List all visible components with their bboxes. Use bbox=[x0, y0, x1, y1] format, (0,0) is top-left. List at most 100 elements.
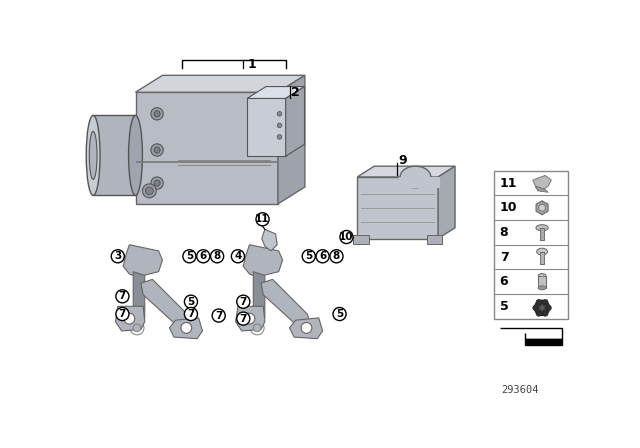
Text: 7: 7 bbox=[119, 291, 126, 302]
Circle shape bbox=[539, 204, 545, 211]
Bar bbox=[353, 235, 369, 244]
Text: 7: 7 bbox=[239, 314, 247, 323]
Circle shape bbox=[277, 134, 282, 139]
Text: 5: 5 bbox=[186, 251, 193, 261]
Bar bbox=[538, 276, 546, 288]
Circle shape bbox=[543, 311, 548, 316]
Ellipse shape bbox=[536, 225, 548, 231]
Circle shape bbox=[211, 250, 223, 263]
Polygon shape bbox=[285, 86, 305, 156]
Text: 1: 1 bbox=[247, 58, 256, 71]
Circle shape bbox=[145, 187, 153, 195]
Circle shape bbox=[143, 184, 156, 198]
Text: 6: 6 bbox=[500, 275, 508, 288]
Circle shape bbox=[256, 213, 269, 226]
Circle shape bbox=[546, 305, 551, 310]
Circle shape bbox=[316, 250, 329, 263]
Circle shape bbox=[543, 300, 548, 305]
Ellipse shape bbox=[90, 131, 97, 179]
Polygon shape bbox=[357, 177, 438, 238]
Polygon shape bbox=[236, 306, 265, 331]
Polygon shape bbox=[136, 75, 305, 92]
Circle shape bbox=[154, 147, 160, 153]
Text: 8: 8 bbox=[333, 251, 340, 261]
Ellipse shape bbox=[400, 166, 431, 188]
Polygon shape bbox=[536, 186, 548, 192]
Circle shape bbox=[330, 250, 343, 263]
Text: 8: 8 bbox=[500, 226, 508, 239]
Circle shape bbox=[154, 180, 160, 186]
Circle shape bbox=[151, 108, 163, 120]
Text: 10: 10 bbox=[500, 201, 517, 214]
Text: 7: 7 bbox=[119, 309, 126, 319]
Circle shape bbox=[237, 312, 250, 325]
Circle shape bbox=[534, 300, 550, 315]
Polygon shape bbox=[278, 75, 305, 204]
Circle shape bbox=[253, 324, 261, 332]
Circle shape bbox=[540, 306, 545, 310]
Ellipse shape bbox=[86, 115, 100, 195]
Circle shape bbox=[244, 313, 255, 324]
Circle shape bbox=[237, 295, 250, 308]
Polygon shape bbox=[136, 92, 278, 204]
Bar bbox=[494, 171, 568, 319]
Circle shape bbox=[232, 250, 244, 263]
Circle shape bbox=[116, 307, 129, 321]
Polygon shape bbox=[133, 271, 145, 318]
Circle shape bbox=[181, 323, 192, 333]
Text: 6: 6 bbox=[200, 251, 207, 261]
Circle shape bbox=[277, 123, 282, 128]
Bar bbox=[540, 252, 544, 264]
Circle shape bbox=[151, 177, 163, 190]
Ellipse shape bbox=[537, 248, 547, 255]
Polygon shape bbox=[123, 245, 163, 277]
Circle shape bbox=[533, 305, 538, 310]
Polygon shape bbox=[289, 318, 323, 339]
Circle shape bbox=[124, 313, 135, 324]
Bar bbox=[399, 177, 440, 188]
Text: 3: 3 bbox=[114, 251, 122, 261]
Polygon shape bbox=[247, 99, 285, 156]
Ellipse shape bbox=[538, 286, 546, 290]
Polygon shape bbox=[247, 86, 305, 99]
Ellipse shape bbox=[541, 287, 543, 289]
Polygon shape bbox=[115, 306, 145, 331]
Circle shape bbox=[301, 323, 312, 333]
Text: 5: 5 bbox=[305, 251, 312, 261]
Text: 10: 10 bbox=[339, 232, 354, 242]
Polygon shape bbox=[170, 318, 202, 339]
Circle shape bbox=[536, 311, 541, 316]
Ellipse shape bbox=[538, 274, 546, 277]
Circle shape bbox=[250, 321, 264, 335]
Circle shape bbox=[183, 250, 196, 263]
Circle shape bbox=[133, 324, 141, 332]
Text: 4: 4 bbox=[234, 251, 241, 261]
Ellipse shape bbox=[541, 275, 543, 276]
Circle shape bbox=[333, 307, 346, 321]
Text: 9: 9 bbox=[399, 154, 408, 167]
Text: 5: 5 bbox=[336, 309, 343, 319]
Text: 293604: 293604 bbox=[501, 384, 539, 395]
Circle shape bbox=[154, 111, 160, 117]
Circle shape bbox=[130, 321, 144, 335]
Circle shape bbox=[184, 307, 198, 321]
Text: 5: 5 bbox=[500, 300, 508, 313]
Circle shape bbox=[184, 295, 198, 308]
Circle shape bbox=[196, 250, 210, 263]
Circle shape bbox=[151, 144, 163, 156]
Polygon shape bbox=[438, 166, 455, 238]
Text: 7: 7 bbox=[215, 310, 222, 321]
Bar bbox=[540, 228, 545, 240]
Text: 11: 11 bbox=[255, 214, 270, 224]
Polygon shape bbox=[261, 280, 311, 328]
Polygon shape bbox=[253, 271, 265, 318]
Text: 7: 7 bbox=[188, 309, 195, 319]
Circle shape bbox=[302, 250, 316, 263]
Polygon shape bbox=[525, 339, 562, 345]
Polygon shape bbox=[93, 116, 136, 195]
Bar bbox=[427, 235, 442, 244]
Circle shape bbox=[277, 112, 282, 116]
Text: 6: 6 bbox=[319, 251, 326, 261]
Polygon shape bbox=[536, 201, 548, 215]
Text: 11: 11 bbox=[500, 177, 517, 190]
